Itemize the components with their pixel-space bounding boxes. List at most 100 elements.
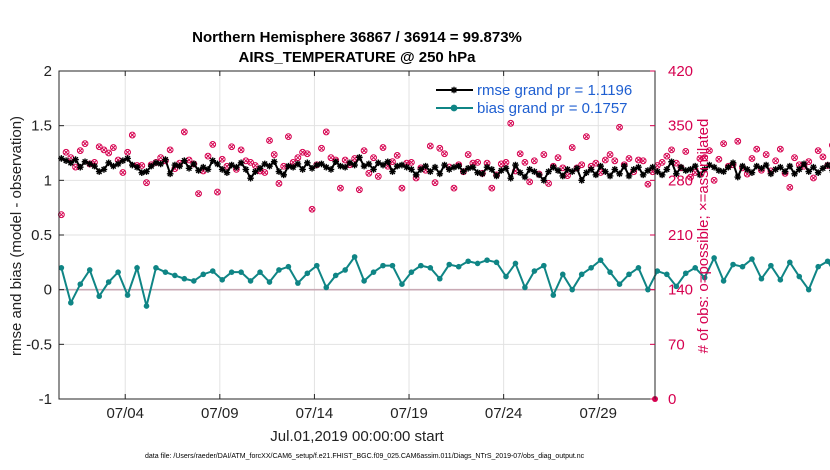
obs-assimilated-marker — [252, 163, 258, 168]
obs-count-point — [318, 144, 325, 152]
obs-assimilated-marker — [262, 170, 268, 175]
obs-possible-marker — [545, 180, 552, 187]
obs-possible-marker — [663, 152, 671, 160]
axis-ticks-layer: 07/04 07/09 07/14 07/19 07/24 07/29 -1 -0.5 0 0.5… — [26, 63, 693, 422]
obs-count-point — [76, 147, 84, 155]
bias-point — [323, 284, 330, 291]
obs-assimilated-marker — [139, 163, 145, 168]
rmse-point — [76, 163, 84, 171]
obs-assimilated-marker — [219, 156, 225, 162]
bias-point — [238, 269, 244, 275]
obs-assimilated-marker — [309, 206, 315, 212]
y-tick-label: -1 — [39, 391, 52, 408]
obs-count-point — [270, 151, 278, 158]
bias-point — [181, 275, 188, 282]
obs-count-point — [303, 150, 311, 158]
obs-possible-marker — [441, 150, 448, 158]
obs-assimilated-marker — [352, 156, 357, 161]
rmse-point — [408, 166, 415, 173]
obs-possible-marker — [370, 154, 377, 162]
rmse-point — [86, 160, 94, 168]
obs-assimilated-marker — [437, 145, 443, 151]
legend-bias-marker — [450, 104, 458, 112]
rmse-point — [658, 171, 666, 179]
obs-count-point — [337, 184, 344, 192]
obs-count-point — [81, 140, 89, 148]
obs-assimilated-marker — [598, 170, 603, 175]
obs-possible-marker — [639, 157, 647, 165]
rmse-point — [497, 167, 505, 174]
obs-assimilated-marker — [404, 160, 410, 166]
obs-assimilated-marker — [602, 157, 608, 163]
obs-possible-marker — [374, 173, 382, 180]
rmse-point — [67, 159, 75, 167]
rmse-point — [199, 163, 207, 171]
bias-point — [96, 293, 103, 300]
obs-count-point — [105, 149, 113, 157]
obs-possible-marker — [530, 157, 538, 165]
y-tick-label: 2 — [44, 63, 52, 80]
obs-assimilated-marker — [82, 141, 88, 146]
obs-count-point — [124, 148, 131, 156]
rmse-point — [384, 158, 392, 166]
obs-possible-marker — [668, 146, 675, 154]
obs-assimilated-marker — [399, 185, 405, 191]
obs-count-point — [682, 148, 690, 155]
rmse-point — [195, 167, 202, 174]
obs-assimilated-marker — [541, 152, 547, 157]
rmse-point — [772, 166, 779, 173]
obs-assimilated-marker — [815, 148, 821, 154]
obs-count-point — [762, 151, 770, 158]
rmse-point — [715, 167, 723, 174]
obs-count-point — [734, 137, 742, 145]
bias-point — [408, 269, 415, 275]
bias-point — [295, 280, 301, 286]
obs-count-point — [530, 157, 538, 165]
obs-count-point — [370, 154, 377, 162]
obs-assimilated-marker — [361, 148, 367, 154]
rmse-point — [218, 166, 226, 173]
obs-possible-marker — [814, 147, 822, 155]
obs-assimilated-marker — [612, 158, 618, 164]
rmse-point — [469, 163, 477, 171]
bias-point — [578, 271, 585, 278]
rmse-point — [597, 162, 604, 170]
rmse-point — [753, 162, 760, 170]
rmse-point — [701, 166, 708, 173]
obs-possible-marker — [228, 143, 236, 151]
obs-possible-marker — [100, 146, 108, 154]
rmse-point — [261, 160, 269, 168]
bias-point — [77, 281, 84, 288]
obs-assimilated-marker — [328, 155, 334, 161]
rmse-point — [294, 160, 302, 168]
obs-possible-marker — [616, 123, 623, 131]
obs-count-point — [365, 169, 373, 177]
bias-point — [446, 261, 453, 268]
bias-point — [389, 262, 396, 269]
obs-possible-marker — [105, 149, 113, 157]
obs-assimilated-marker — [650, 169, 655, 175]
rmse-point — [559, 172, 567, 180]
bias-point — [351, 254, 358, 260]
obs-count-point — [776, 145, 784, 153]
rmse-point — [474, 169, 481, 176]
obs-count-point — [398, 184, 406, 192]
bias-point — [68, 299, 74, 306]
obs-possible-marker — [516, 150, 524, 158]
obs-count-point — [62, 148, 70, 156]
bias-point — [777, 277, 784, 283]
obs-assimilated-marker — [645, 181, 651, 187]
obs-count-point — [464, 151, 472, 158]
rmse-point — [777, 163, 784, 171]
rmse-point — [758, 165, 765, 172]
bias-point — [465, 258, 471, 265]
rmse-point — [124, 155, 131, 162]
obs-count-point — [57, 211, 65, 219]
rmse-point — [327, 166, 335, 173]
obs-assimilated-marker — [640, 158, 646, 164]
obs-count-point — [578, 161, 586, 169]
obs-count-point — [431, 179, 439, 187]
rmse-point — [62, 157, 70, 164]
bias-point — [153, 265, 159, 271]
obs-count-point — [407, 158, 415, 166]
